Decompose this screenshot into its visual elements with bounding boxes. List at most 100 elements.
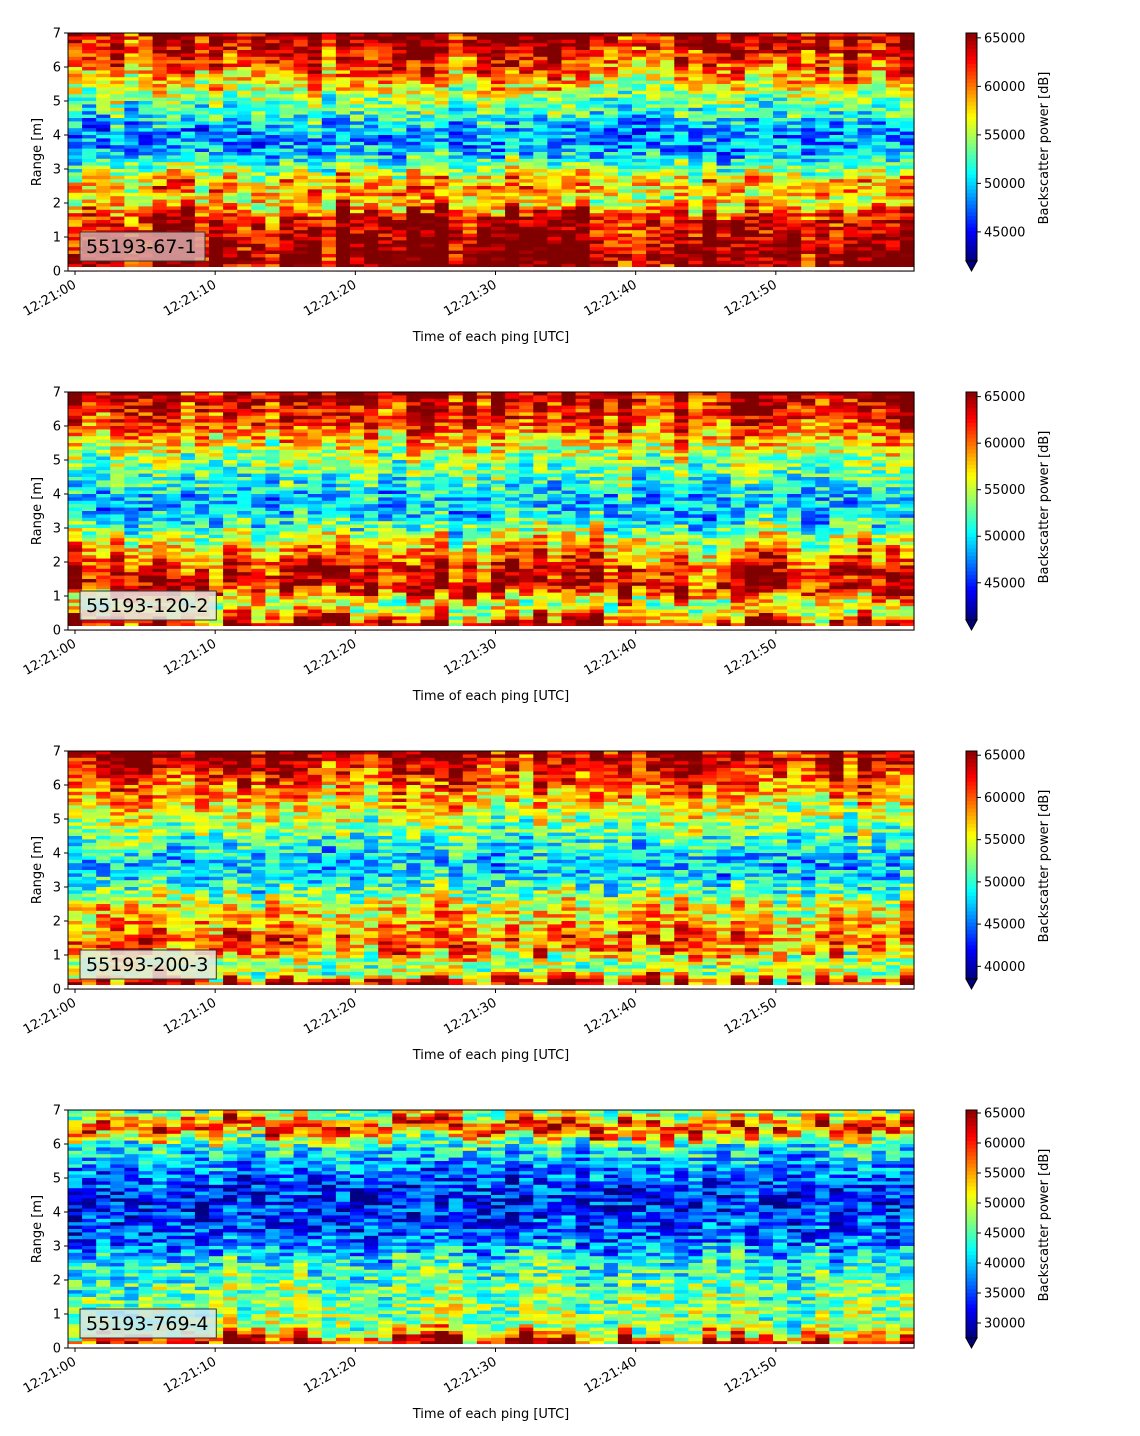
- heatmap-cell: [646, 128, 661, 132]
- heatmap-cell: [773, 247, 788, 251]
- heatmap-cell: [562, 213, 577, 217]
- heatmap-cell: [773, 206, 788, 210]
- heatmap-cell: [181, 416, 196, 420]
- heatmap-cell: [435, 138, 450, 142]
- colorbar-tick-label: 60000: [984, 80, 1025, 95]
- heatmap-cell: [406, 172, 421, 176]
- heatmap-cell: [350, 206, 365, 210]
- heatmap-cell: [844, 145, 859, 149]
- heatmap-cell: [110, 433, 125, 437]
- heatmap-cell: [195, 189, 210, 193]
- heatmap-cell: [491, 247, 506, 251]
- heatmap-cell: [181, 213, 196, 217]
- heatmap-cell: [547, 189, 562, 193]
- colorbar-segment: [966, 170, 977, 174]
- heatmap-cell: [491, 261, 506, 265]
- heatmap-cell: [308, 155, 323, 159]
- heatmap-cell: [463, 247, 478, 251]
- heatmap-cell: [533, 213, 548, 217]
- heatmap-cell: [717, 261, 732, 265]
- heatmap-cell: [223, 162, 238, 166]
- heatmap-cell: [124, 206, 139, 210]
- heatmap-cell: [717, 179, 732, 183]
- heatmap-cell: [829, 138, 844, 142]
- heatmap-cell: [280, 162, 295, 166]
- heatmap-cell: [167, 399, 182, 403]
- heatmap-cell: [195, 155, 210, 159]
- heatmap-cell: [336, 223, 351, 227]
- heatmap-cell: [308, 213, 323, 217]
- heatmap-cell: [96, 501, 111, 505]
- heatmap-cell: [181, 162, 196, 166]
- heatmap-cell: [139, 162, 154, 166]
- heatmap-cell: [68, 189, 83, 193]
- heatmap-cell: [406, 223, 421, 227]
- heatmap-cell: [815, 145, 830, 149]
- heatmap-cell: [491, 172, 506, 176]
- heatmap-cell: [336, 230, 351, 234]
- heatmap-cell: [787, 230, 802, 234]
- heatmap-cell: [900, 247, 915, 251]
- heatmap-cell: [745, 261, 760, 265]
- heatmap-cell: [646, 145, 661, 149]
- heatmap-cell: [336, 247, 351, 251]
- heatmap-cell: [139, 155, 154, 159]
- heatmap-cell: [829, 240, 844, 244]
- colorbar-segment: [966, 52, 977, 56]
- heatmap-cell: [829, 206, 844, 210]
- heatmap-cell: [618, 213, 633, 217]
- heatmap-cell: [787, 223, 802, 227]
- colorbar-segment: [966, 71, 977, 75]
- heatmap-cell: [900, 213, 915, 217]
- heatmap-cell: [505, 206, 520, 210]
- heatmap-cell: [505, 213, 520, 217]
- heatmap-cell: [590, 230, 605, 234]
- heatmap-cell: [195, 172, 210, 176]
- heatmap-cell: [251, 206, 266, 210]
- heatmap-cell: [872, 240, 887, 244]
- heatmap-cell: [378, 196, 393, 200]
- heatmap-cell: [815, 172, 830, 176]
- heatmap-cell: [124, 138, 139, 142]
- heatmap-cell: [674, 179, 689, 183]
- heatmap-cell: [576, 128, 591, 132]
- panel-2: 0123456712:21:00 12:21:10 12:21:20 12:21:30…: [21, 386, 1052, 705]
- heatmap-cell: [463, 162, 478, 166]
- heatmap-cell: [294, 172, 309, 176]
- heatmap-cell: [858, 261, 873, 265]
- heatmap-cell: [646, 138, 661, 142]
- heatmap-cell: [519, 155, 534, 159]
- heatmap-cell: [646, 162, 661, 166]
- heatmap-cell: [449, 261, 464, 265]
- heatmap-cell: [251, 261, 266, 265]
- heatmap-cell: [844, 172, 859, 176]
- heatmap-cell: [505, 189, 520, 193]
- heatmap-cell: [562, 189, 577, 193]
- heatmap-cell: [844, 261, 859, 265]
- heatmap-cell: [787, 145, 802, 149]
- heatmap-cell: [533, 155, 548, 159]
- heatmap-cell: [209, 128, 224, 132]
- heatmap-cell: [872, 172, 887, 176]
- heatmap-cell: [378, 155, 393, 159]
- y-tick-label: 1: [53, 231, 61, 246]
- heatmap-cell: [378, 261, 393, 265]
- heatmap-cell: [251, 145, 266, 149]
- colorbar-segment: [966, 86, 977, 90]
- heatmap-cell: [576, 179, 591, 183]
- heatmap-cell: [632, 247, 647, 251]
- heatmap-cell: [731, 206, 746, 210]
- heatmap-cell: [519, 213, 534, 217]
- heatmap-cell: [505, 179, 520, 183]
- heatmap-cell: [533, 172, 548, 176]
- heatmap-cell: [139, 484, 154, 488]
- heatmap-cell: [96, 145, 111, 149]
- heatmap-cell: [195, 145, 210, 149]
- heatmap-cell: [181, 179, 196, 183]
- heatmap-cell: [688, 172, 703, 176]
- heatmap-cell: [82, 128, 97, 132]
- heatmap-cell: [505, 223, 520, 227]
- heatmap-cell: [96, 128, 111, 132]
- heatmap-cell: [392, 196, 407, 200]
- heatmap-cell: [787, 196, 802, 200]
